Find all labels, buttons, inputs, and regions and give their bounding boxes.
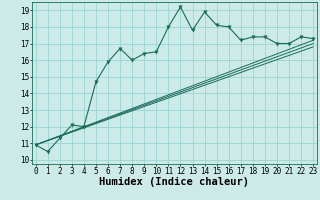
X-axis label: Humidex (Indice chaleur): Humidex (Indice chaleur) (100, 177, 249, 187)
